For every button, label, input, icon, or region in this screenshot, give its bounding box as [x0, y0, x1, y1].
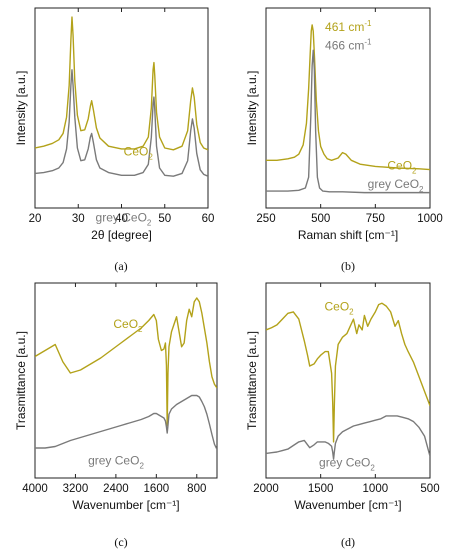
annotation-text: grey CeO [96, 211, 147, 225]
chart-panel-4: 2000 1500 1000 500 Wavenumber [cm⁻¹] Trasmitt… [245, 282, 440, 512]
x-axis-title: Raman shift [cm⁻¹] [298, 228, 398, 242]
annotation-text: CeO [124, 144, 149, 158]
annotation-text: grey CeO [88, 454, 139, 468]
series-line-ceo2 [35, 297, 217, 427]
chart-panel-3: 4000 3200 2400 1600 800 Wavenumber [cm⁻¹] Tras… [14, 282, 218, 512]
annotation-subscript: 2 [419, 185, 424, 194]
series-line-ceo2 [35, 16, 208, 151]
series-line-grey-ceo2 [266, 49, 430, 194]
annotation-subscript: 2 [349, 307, 354, 316]
x-tick-label: 2400 [103, 483, 129, 495]
x-axis-title: Wavenumber [cm⁻¹] [72, 498, 179, 512]
x-tick-label: 2000 [253, 483, 279, 495]
x-tick-label: 250 [256, 213, 275, 225]
x-tick-label: 50 [158, 213, 171, 225]
plot-frame [34, 7, 209, 209]
annotation-text: CeO [113, 317, 138, 331]
x-tick-label: 500 [420, 483, 439, 495]
chart-panel-2: 250 500 750 1000 Raman shift [cm⁻¹] Intensity… [245, 7, 443, 242]
annotation-subscript: 2 [139, 462, 144, 471]
annotation-superscript: -1 [364, 38, 372, 47]
annotation-subscript: 2 [138, 325, 143, 334]
annotation-superscript: -1 [364, 19, 372, 28]
annotation-text: 466 cm [325, 39, 364, 53]
x-tick-label: 60 [202, 213, 215, 225]
x-tick-label: 1600 [144, 483, 170, 495]
series-annotation: grey CeO2 [96, 211, 152, 228]
x-tick-label: 1000 [417, 213, 443, 225]
annotation-subscript: 2 [147, 219, 152, 228]
series-annotation: 461 cm-1 [325, 19, 372, 34]
annotation-text: 461 cm [325, 20, 364, 34]
series-annotation: CeO2 [113, 317, 143, 334]
series-annotation: CeO2 [124, 144, 154, 161]
x-tick-label: 40 [115, 213, 128, 225]
panel-label: (b) [341, 259, 355, 273]
plot-frame [265, 282, 431, 479]
series-line-grey-ceo2 [35, 394, 217, 450]
series-annotation: grey CeO2 [319, 455, 375, 472]
plot-frame [34, 282, 218, 479]
series-line-grey-ceo2 [35, 69, 208, 177]
y-axis-title: Trasmittance [a.u.] [14, 331, 28, 430]
x-tick-label: 750 [366, 213, 385, 225]
y-axis-title: Intensity [a.u.] [14, 71, 28, 146]
panel-label: (d) [341, 535, 355, 549]
x-tick-label: 20 [29, 213, 42, 225]
x-axis-title: Wavenumber [cm⁻¹] [294, 498, 401, 512]
annotation-subscript: 2 [148, 152, 153, 161]
y-axis-title: Intensity [a.u.] [245, 71, 259, 146]
x-tick-label: 4000 [22, 483, 48, 495]
series-annotation: CeO2 [324, 299, 354, 316]
annotation-text: grey CeO [319, 455, 370, 469]
series-line-grey-ceo2 [266, 415, 430, 460]
annotation-text: grey CeO [368, 177, 419, 191]
x-axis-title: 2θ [degree] [91, 228, 152, 242]
y-axis-title: Trasmittance [a.u.] [245, 331, 259, 430]
series-annotation: grey CeO2 [368, 177, 424, 194]
x-tick-label: 1000 [363, 483, 389, 495]
series-annotation: 466 cm-1 [325, 38, 372, 53]
series-line-ceo2 [266, 302, 430, 443]
series-annotation: grey CeO2 [88, 454, 144, 471]
x-tick-label: 1500 [308, 483, 334, 495]
annotation-text: CeO [324, 299, 349, 313]
annotation-subscript: 2 [370, 463, 375, 472]
series-line-ceo2 [266, 24, 430, 171]
plot-frame [265, 7, 431, 209]
annotation-text: CeO [387, 159, 412, 173]
x-tick-label: 30 [72, 213, 85, 225]
x-tick-label: 800 [187, 483, 206, 495]
annotation-subscript: 2 [412, 167, 417, 176]
panel-label: (c) [114, 535, 127, 549]
series-annotation: CeO2 [387, 159, 417, 176]
chart-panel-1: 20 30 40 50 60 2θ [degree] Intensity [a.u.] CeO… [14, 7, 215, 242]
x-tick-label: 3200 [63, 483, 89, 495]
panel-label: (a) [114, 259, 127, 273]
x-tick-label: 500 [311, 213, 330, 225]
